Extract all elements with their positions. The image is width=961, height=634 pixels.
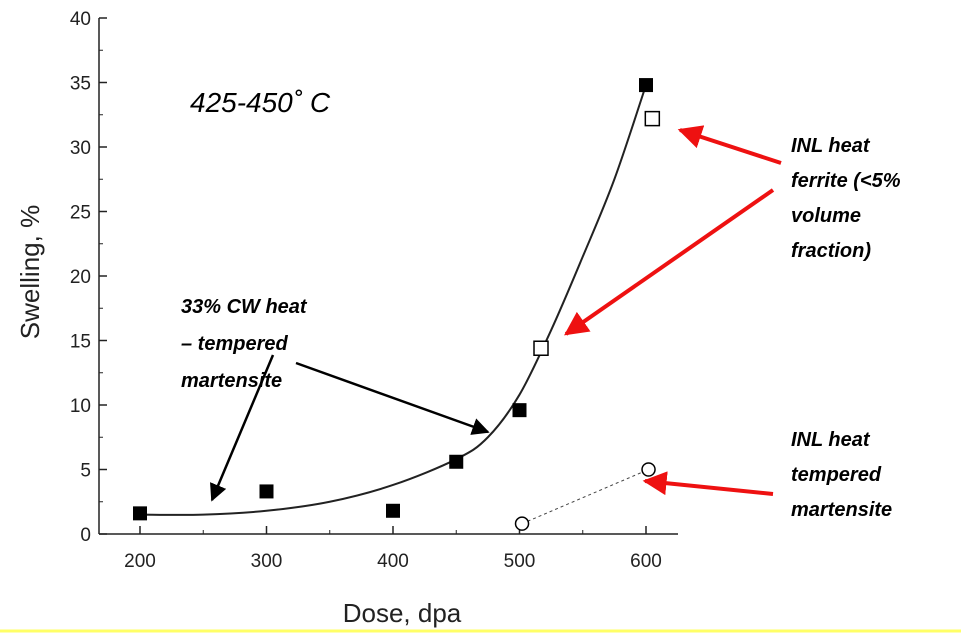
fit-curve [139,84,647,516]
inl-tempered-annotation: INL heat tempered martensite [642,429,892,521]
y-axis-title: Swelling, % [15,205,45,339]
inl-ferrite-arrow-upper [677,125,782,165]
open-square-point [644,110,661,127]
y-tick-label: 20 [70,267,91,288]
x-tick-label: 400 [377,551,409,572]
y-tick-label: 10 [70,396,91,417]
open-circle-point [641,462,656,477]
cw-arrow-right [295,361,490,435]
y-tick-label: 5 [80,461,91,482]
filled-square-point [386,503,400,518]
inl-ferrite-line3: volume [791,205,861,227]
x-tick-label: 300 [251,551,283,572]
y-tick-label: 15 [70,332,91,353]
inl-tempered-line3: martensite [791,499,892,521]
inl-tempered-arrow [642,471,774,496]
y-tick-label: 25 [70,203,91,224]
inl-ferrite-annotation: INL heat ferrite (<5% volume fraction) [564,125,901,336]
y-tick-label: 40 [70,9,91,30]
inl-tempered-line2: tempered [791,464,882,486]
inl-ferrite-line2: ferrite (<5% [791,170,901,192]
open-square-point [533,340,549,356]
y-tick-label: 35 [70,74,91,95]
temperature-label: 425-450˚ C [190,87,331,118]
x-ticks: 200 300 400 500 600 [124,526,662,572]
cw-heat-label-line2: – tempered [181,333,288,355]
x-tick-label: 600 [630,551,662,572]
filled-square-point [512,403,527,418]
inl-ferrite-arrow-lower [564,188,775,336]
x-tick-label: 200 [124,551,156,572]
cw-arrow-left [210,354,275,502]
inl-ferrite-line4: fraction) [791,240,871,262]
filled-square-point [449,454,464,469]
open-circle-dotted-line [521,469,649,525]
y-tick-label: 0 [80,525,91,546]
x-tick-label: 500 [504,551,536,572]
cw-heat-annotation: 33% CW heat – tempered martensite [181,296,490,502]
y-ticks: 0 5 10 15 20 25 30 35 40 [70,9,107,546]
inl-tempered-line1: INL heat [791,429,871,451]
filled-square-point [259,484,274,499]
x-axis-title: Dose, dpa [343,598,462,628]
cw-heat-label-line3: martensite [181,370,282,392]
cw-heat-label-line1: 33% CW heat [181,296,308,318]
y-tick-label: 30 [70,138,91,159]
open-circle-point [514,516,530,531]
inl-ferrite-line1: INL heat [791,135,871,157]
filled-square-point [133,506,147,521]
filled-square-point [639,78,653,93]
